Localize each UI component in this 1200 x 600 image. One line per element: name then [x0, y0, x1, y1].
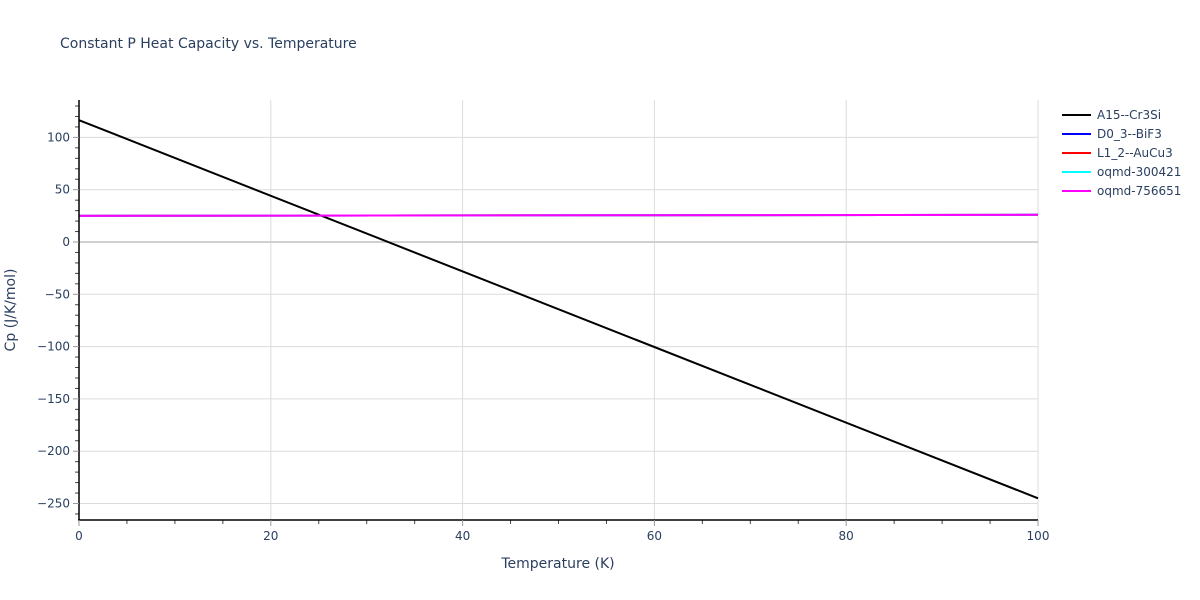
- x-tick-label: 40: [455, 529, 470, 543]
- legend-label: oqmd-756651: [1097, 183, 1182, 198]
- y-tick-label: 0: [62, 235, 70, 249]
- series-line: [78, 213, 1039, 217]
- y-tick-label: 100: [47, 130, 70, 144]
- x-tick-label: 20: [263, 529, 278, 543]
- x-tick-label: 60: [647, 529, 662, 543]
- x-axis-title: Temperature (K): [500, 556, 614, 572]
- y-axis-title: Cp (J/K/mol): [3, 269, 19, 352]
- legend-label: A15--Cr3Si: [1097, 107, 1162, 122]
- legend-swatch-icon: [1062, 151, 1091, 154]
- y-tick-label: −50: [45, 287, 70, 301]
- legend-item[interactable]: oqmd-756651: [1062, 181, 1181, 200]
- x-axis-ticks: 0 20 40 60 80 100: [75, 520, 1049, 543]
- legend-item[interactable]: oqmd-300421: [1062, 162, 1181, 181]
- y-tick-label: 50: [55, 183, 70, 197]
- x-tick-label: 0: [75, 529, 83, 543]
- y-axis-ticks: 100 50 0 −50 −100 −150 −200 −250: [37, 130, 79, 511]
- x-tick-label: 100: [1027, 529, 1050, 543]
- y-tick-label: −100: [37, 340, 70, 354]
- chart-title: Constant P Heat Capacity vs. Temperature: [60, 36, 357, 52]
- minor-ticks: [75, 105, 991, 524]
- legend-label: oqmd-300421: [1097, 164, 1182, 179]
- legend-label: D0_3--BiF3: [1097, 126, 1162, 141]
- series-lines: [78, 119, 1039, 500]
- legend-item[interactable]: A15--Cr3Si: [1062, 105, 1181, 124]
- y-tick-label: −250: [37, 497, 70, 511]
- legend-item[interactable]: D0_3--BiF3: [1062, 124, 1181, 143]
- legend-swatch-icon: [1062, 113, 1091, 116]
- y-tick-label: −200: [37, 444, 70, 458]
- legend-label: L1_2--AuCu3: [1097, 145, 1173, 160]
- legend-swatch-icon: [1062, 132, 1091, 135]
- y-tick-label: −150: [37, 392, 70, 406]
- x-tick-label: 80: [839, 529, 854, 543]
- series-line: [78, 119, 1039, 500]
- legend: A15--Cr3Si D0_3--BiF3 L1_2--AuCu3 oqmd-3004…: [1062, 105, 1181, 200]
- gridlines: [79, 100, 1039, 520]
- legend-swatch-icon: [1062, 189, 1091, 192]
- legend-swatch-icon: [1062, 170, 1091, 173]
- legend-item[interactable]: L1_2--AuCu3: [1062, 143, 1181, 162]
